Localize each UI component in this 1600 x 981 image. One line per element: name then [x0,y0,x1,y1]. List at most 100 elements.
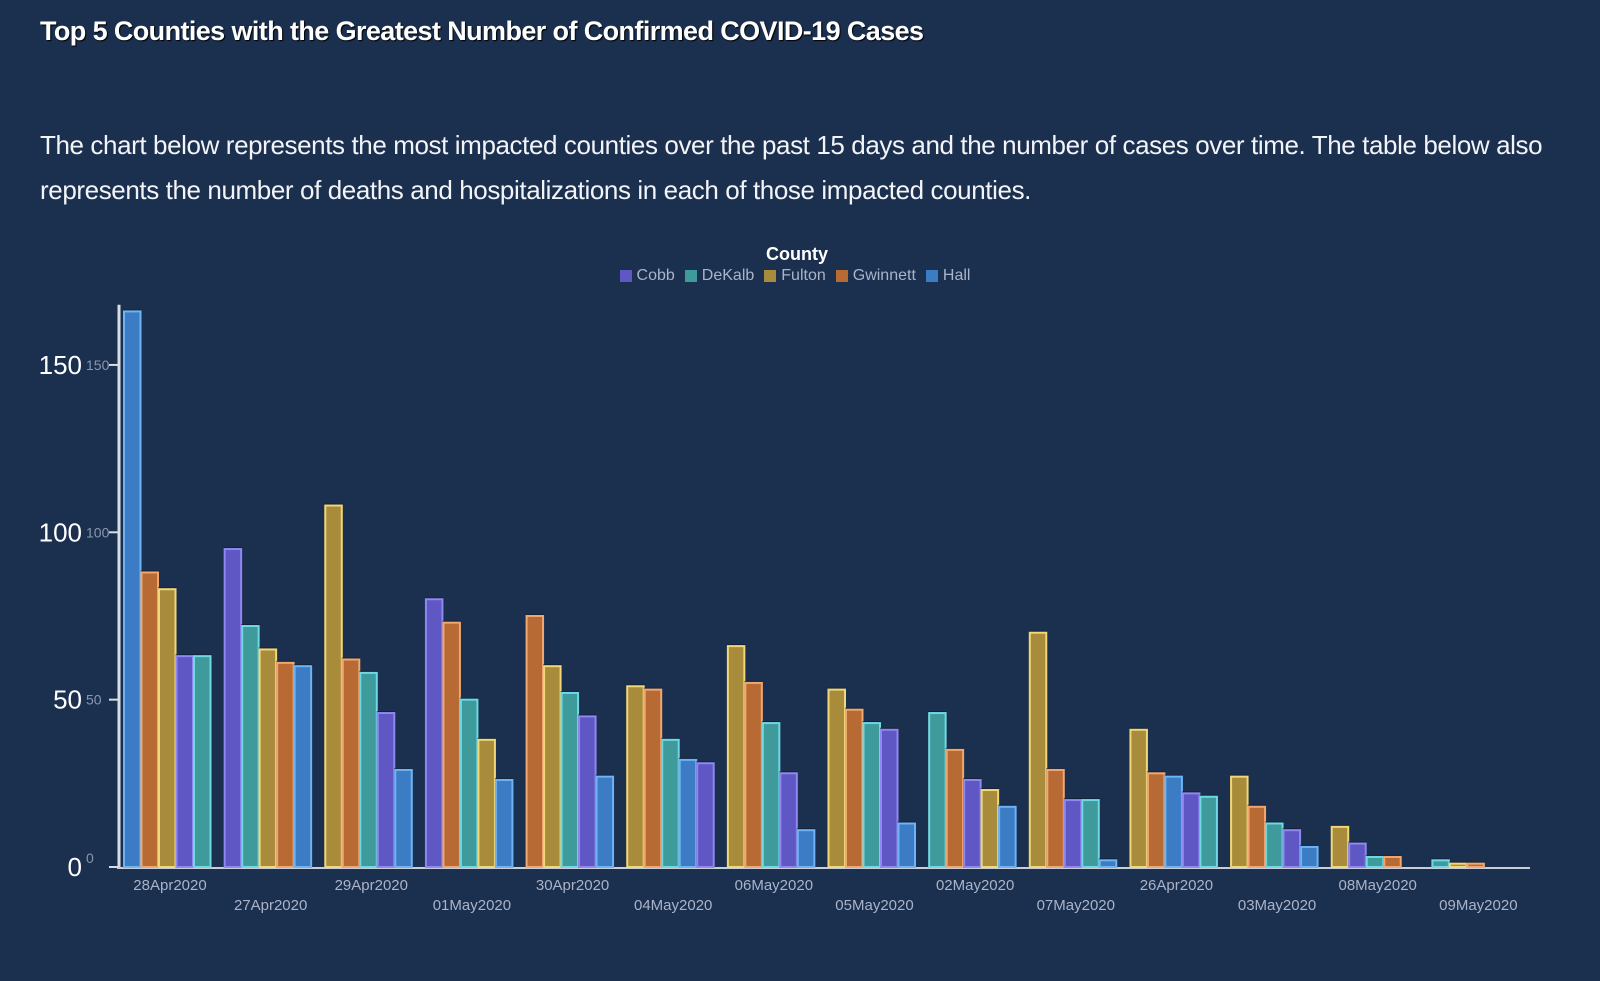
bar-gwinnett-02May2020 [945,748,965,868]
y-tick-label-ghost: 50 [86,692,102,708]
bar-hall-26Apr2020 [1164,775,1183,868]
bar-gwinnett-07May2020 [1046,768,1065,869]
bar-dekalb-02May2020 [928,712,947,869]
bar-fulton-26Apr2020 [1129,728,1148,869]
bar-gwinnett-04May2020 [643,688,663,869]
bar-gwinnett-01May2020 [442,621,461,868]
x-tick-label: 29Apr2020 [335,877,408,894]
legend-swatch-dekalb [684,270,697,282]
bar-gwinnett-09May2020 [1466,862,1485,869]
bar-dekalb-27Apr2020 [241,625,260,868]
bar-gwinnett-26Apr2020 [1146,772,1166,868]
y-tick-label: 50 [53,685,82,715]
bar-hall-07May2020 [1098,859,1118,869]
legend-item-gwinnett[interactable]: Gwinnett [835,267,916,285]
bar-cobb-01May2020 [424,598,444,868]
bar-fulton-29Apr2020 [324,504,343,868]
bar-dekalb-08May2020 [1365,855,1385,868]
legend-item-fulton[interactable]: Fulton [764,267,826,285]
bar-fulton-08May2020 [1330,825,1350,868]
bar-gwinnett-08May2020 [1383,855,1402,868]
legend-label: DeKalb [701,267,755,284]
bar-dekalb-26Apr2020 [1199,795,1218,869]
legend-swatch-fulton [764,270,777,282]
y-tick-label: 0 [68,852,82,882]
bar-dekalb-09May2020 [1431,859,1450,869]
legend-item-cobb[interactable]: Cobb [619,267,675,285]
bar-fulton-02May2020 [980,789,1000,868]
x-tick-label: 26Apr2020 [1140,877,1213,894]
bar-hall-04May2020 [678,758,698,868]
bar-hall-02May2020 [998,805,1017,869]
bar-hall-05May2020 [897,822,916,869]
x-tick-label: 27Apr2020 [234,897,307,914]
chart-description: The chart below represents the most impa… [40,130,1543,205]
bar-cobb-08May2020 [1348,842,1367,868]
bar-gwinnett-27Apr2020 [276,661,295,869]
x-tick-label: 03May2020 [1238,897,1316,914]
bar-fulton-01May2020 [477,738,496,869]
bar-dekalb-30Apr2020 [560,691,580,868]
legend-swatch-gwinnett [835,270,848,282]
bar-dekalb-04May2020 [661,738,680,869]
legend-label: Fulton [781,267,826,284]
legend-item-dekalb[interactable]: DeKalb [684,267,755,285]
bar-cobb-06May2020 [779,772,798,868]
bar-fulton-30Apr2020 [543,665,562,868]
bar-gwinnett-28Apr2020 [140,571,159,868]
bar-fulton-03May2020 [1230,775,1249,868]
bar-cobb-30Apr2020 [578,715,597,869]
bar-cobb-26Apr2020 [1181,792,1201,869]
bar-fulton-27Apr2020 [258,648,278,868]
y-tick-label: 100 [39,517,82,547]
bar-gwinnett-05May2020 [845,708,864,868]
bar-hall-29Apr2020 [394,768,413,869]
bar-dekalb-28Apr2020 [193,655,212,868]
bar-dekalb-29Apr2020 [359,671,378,869]
bar-hall-06May2020 [796,829,816,868]
bar-cobb-04May2020 [696,762,715,868]
y-tick-label-ghost: 0 [86,850,94,866]
bar-dekalb-01May2020 [459,698,479,869]
bar-gwinnett-06May2020 [744,681,763,868]
bar-hall-27Apr2020 [293,665,313,868]
bar-fulton-05May2020 [827,688,846,869]
bar-dekalb-07May2020 [1081,799,1100,868]
x-tick-label: 30Apr2020 [536,877,609,894]
bar-fulton-06May2020 [726,645,746,869]
x-tick-label: 07May2020 [1037,897,1115,914]
bar-gwinnett-03May2020 [1247,805,1267,869]
y-tick-label-ghost: 150 [86,357,110,373]
bar-cobb-28Apr2020 [175,655,194,868]
bar-fulton-09May2020 [1448,862,1468,869]
legend-swatch-hall [925,270,938,282]
x-tick-label: 01May2020 [433,897,511,914]
bar-dekalb-03May2020 [1265,822,1284,869]
legend-title: County [766,244,828,264]
bar-cobb-02May2020 [963,778,982,869]
x-tick-label: 05May2020 [835,897,913,914]
legend-item-hall[interactable]: Hall [925,267,970,285]
bar-dekalb-05May2020 [862,722,881,868]
legend-label: Cobb [636,267,675,284]
y-tick-label-ghost: 100 [86,524,110,540]
bar-hall-03May2020 [1300,845,1319,869]
legend-label: Gwinnett [852,267,916,284]
bar-cobb-07May2020 [1063,799,1083,868]
x-tick-label: 06May2020 [735,877,813,894]
bar-fulton-07May2020 [1028,631,1048,869]
bar-gwinnett-30Apr2020 [525,614,545,868]
bar-gwinnett-29Apr2020 [341,658,361,869]
x-tick-label: 28Apr2020 [133,877,206,894]
x-tick-label: 09May2020 [1439,897,1517,914]
legend-swatch-cobb [619,270,632,282]
bar-hall-30Apr2020 [595,775,615,868]
bar-dekalb-06May2020 [761,722,781,868]
bar-cobb-29Apr2020 [376,712,396,869]
legend: County Cobb DeKalb Fulton Gwinnett Hall [0,244,1600,285]
x-tick-label: 04May2020 [634,897,712,914]
bar-cobb-03May2020 [1282,829,1302,868]
bar-cobb-27Apr2020 [223,548,243,868]
bar-fulton-04May2020 [626,685,645,869]
